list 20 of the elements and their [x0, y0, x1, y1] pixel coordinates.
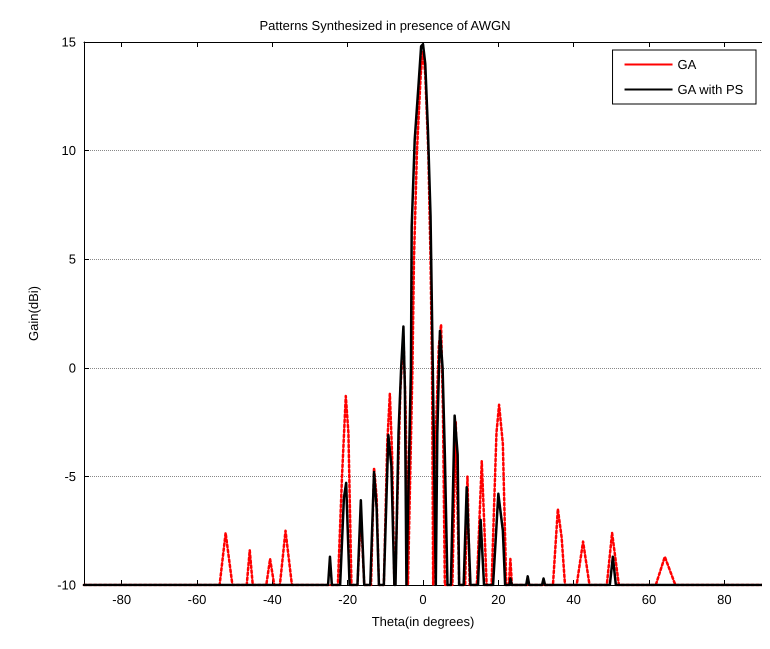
legend-label: GA with PS: [678, 82, 744, 97]
x-tick-label: 80: [717, 592, 732, 607]
y-tick-label: 10: [62, 143, 76, 158]
x-tick-label: 0: [419, 592, 427, 607]
x-tick-label: 60: [642, 592, 656, 607]
x-tick-label: -80: [112, 592, 132, 607]
y-tick-label: 0: [68, 360, 76, 376]
y-tick-label: 15: [62, 34, 76, 50]
x-tick-label: 40: [566, 592, 581, 607]
y-tick-label: -10: [57, 578, 76, 592]
x-tick-label: 20: [491, 592, 506, 607]
y-tick-label: 5: [68, 252, 76, 267]
x-tick-label: -40: [262, 592, 282, 607]
x-axis-title: Theta(in degrees): [372, 614, 474, 629]
chart-title: Patterns Synthesized in presence of AWGN: [260, 18, 510, 33]
x-tick-label: -20: [338, 592, 358, 607]
x-tick-label: -60: [188, 592, 206, 607]
y-tick-label: -5: [64, 468, 76, 484]
legend-label: GA: [678, 57, 697, 72]
y-axis-title: Gain(dBi): [26, 286, 41, 341]
